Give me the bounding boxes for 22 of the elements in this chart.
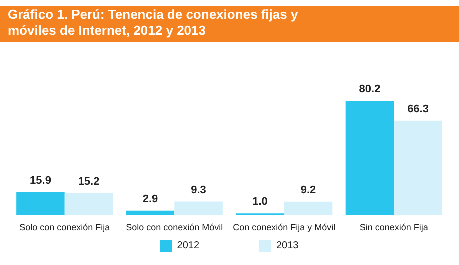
chart-title: Gráfico 1. Perú: Tenencia de conexiones fijas y móviles de Internet, 2012 y 2013 [8, 7, 300, 39]
bar [394, 120, 442, 215]
bar [174, 202, 223, 215]
x-tick-label: Con conexión Fija y Móvil [233, 222, 336, 232]
legend-label: 2012 [177, 240, 200, 252]
legend-label: 2013 [276, 240, 300, 252]
data-label: 2.9 [142, 193, 158, 206]
x-tick-label: Sin conexión Fija [360, 222, 428, 232]
bar [126, 210, 175, 215]
bar [284, 202, 333, 215]
bar [16, 192, 65, 215]
data-label: 9.2 [300, 184, 316, 196]
bar [346, 101, 394, 215]
data-label: 1.0 [252, 196, 268, 208]
data-label: 9.3 [191, 184, 206, 196]
data-label: 80.2 [359, 84, 381, 96]
bar [64, 193, 114, 215]
data-label: 66.3 [408, 103, 429, 116]
x-tick-label: Solo con conexión Fija [20, 222, 110, 232]
data-label: 15.9 [30, 174, 52, 187]
data-label: 15.2 [78, 176, 100, 188]
x-tick-label: Solo con conexión Móvil [126, 222, 224, 232]
